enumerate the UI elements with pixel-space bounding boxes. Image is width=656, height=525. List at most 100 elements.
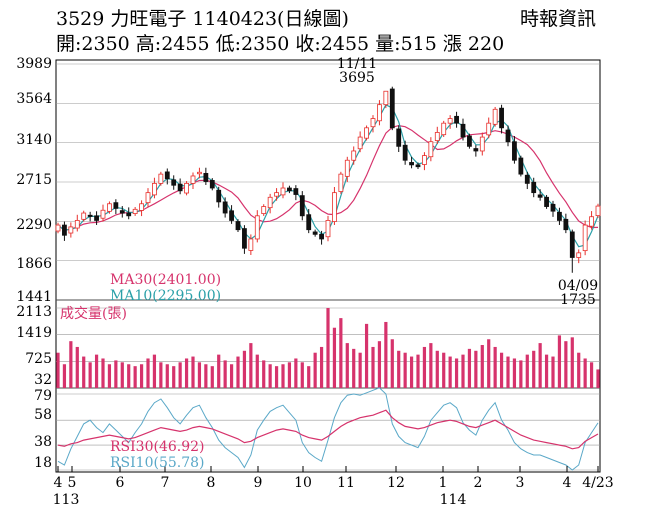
volume-bar [512,358,517,388]
volume-bar [69,341,73,388]
volume-bar [75,346,79,388]
ma30-legend-value: (2401.00) [152,272,222,288]
candle-body [287,187,292,192]
volume-bar [120,362,124,388]
ma10-legend-name: MA10 [110,288,153,304]
candle-body [312,231,318,235]
volume-bar [467,348,472,388]
volume-bar [107,364,112,388]
volume-bar [229,364,234,388]
candle-body [415,164,421,168]
price-tick: 3564 [16,91,52,107]
candle-body [344,159,350,177]
candle-body [357,136,363,150]
volume-bar [94,354,99,388]
candle-body [100,209,106,219]
price-tick: 2290 [16,217,52,233]
volume-bar [506,356,510,388]
candle-body [473,148,479,152]
volume-bar [345,343,349,388]
candle-body [94,215,99,221]
volume-bar [403,352,407,388]
x-tick-label: 4 [562,475,572,491]
candle-body [274,192,279,197]
volume-bar [204,364,208,388]
volume-bar [371,346,375,388]
rsi30-legend: RSI30(46.92) [110,440,205,454]
ma10-legend-value: (2295.00) [152,288,222,304]
trough-value-label: 1735 [560,292,596,308]
volume-bar [56,352,60,388]
volume-bar [557,335,562,388]
volume-bar [352,348,356,388]
candle-body [589,216,594,227]
volume-title: 成交量(張) [60,306,127,322]
candle-body [557,211,562,221]
candles-layer [55,86,601,273]
volume-bar [223,360,227,388]
x-tick-label: 5 [67,475,77,491]
volume-bar [294,358,298,388]
candle-body [576,252,582,258]
x-tick-label: 11 [337,475,355,491]
candle-body [248,238,254,251]
price-tick: 1866 [16,256,52,272]
candle-body [377,104,382,122]
candle-body [145,192,151,204]
candle-body [467,135,472,147]
candle-body [325,220,331,238]
candle-body [486,122,492,136]
candle-body [524,174,530,184]
candle-body [81,212,87,220]
rsi-layer [57,387,599,471]
volume-bar [191,356,195,388]
candle-body [422,155,427,165]
volume-tick: 725 [25,351,52,367]
candle-body [550,203,556,212]
candle-body [254,215,260,240]
x-tick-label: 8 [206,475,216,491]
volume-bar [538,343,542,388]
volume-bar [262,360,266,388]
volume-bar [454,358,459,388]
candle-body [364,127,369,139]
candle-body [197,171,202,175]
candle-body [460,123,466,138]
volume-bar [339,318,343,388]
candle-body [306,214,312,231]
candle-body [569,231,575,258]
price-tick: 3140 [16,132,52,148]
rsi-tick: 58 [34,407,52,423]
source-label: 時報資訊 [520,8,597,30]
candle-body [267,196,273,209]
candle-body [595,205,601,217]
candle-body [512,141,517,161]
volume-bar [184,358,189,388]
volume-bar [274,366,279,388]
rsi-tick: 79 [34,388,52,404]
peak-date-label: 11/11 [336,56,378,72]
candle-body [293,188,299,195]
volume-bar [287,362,292,388]
volume-bar [139,364,144,388]
trough-date-label: 04/09 [557,278,599,294]
volume-bar [448,356,452,388]
candle-body [434,132,440,141]
volume-tick: 32 [34,372,52,388]
volume-bar [249,343,253,388]
x-tick-label: 6 [115,475,125,491]
candle-body [544,196,549,207]
candle-body [177,183,183,192]
candle-body [62,224,67,236]
ohlc-stats: 開:2350 高:2455 低:2350 收:2455 量:515 漲 220 [56,33,505,55]
candle-body [454,115,459,124]
volume-bar [82,356,86,388]
volume-bar [422,346,427,388]
ma30-layer [57,124,599,231]
candle-body [139,203,144,211]
candle-body [537,194,543,198]
candle-body [152,182,157,196]
candle-body [505,129,511,143]
volume-bar [146,358,150,388]
